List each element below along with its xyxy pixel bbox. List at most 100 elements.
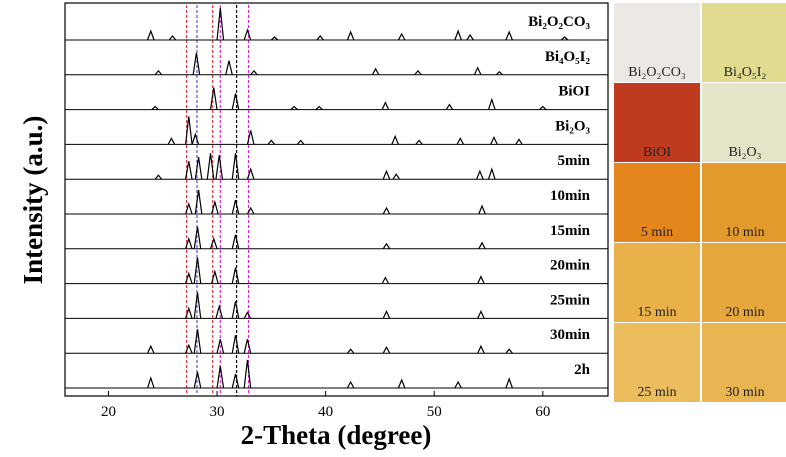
peak xyxy=(505,348,513,354)
peak xyxy=(478,204,486,215)
peak xyxy=(194,189,203,215)
photo xyxy=(614,163,700,242)
peak xyxy=(168,35,177,41)
peak xyxy=(445,103,454,110)
peak xyxy=(193,292,202,319)
peak xyxy=(231,199,240,215)
peak xyxy=(192,52,201,75)
peak xyxy=(184,306,193,319)
photo xyxy=(702,163,786,242)
peak xyxy=(381,101,390,110)
photo xyxy=(614,83,700,162)
peak xyxy=(515,138,523,145)
peak xyxy=(346,348,355,354)
peak xyxy=(397,378,406,389)
peak xyxy=(215,155,224,180)
peak xyxy=(231,301,240,319)
peak xyxy=(346,380,355,389)
peak xyxy=(246,167,255,180)
photo xyxy=(702,83,786,162)
photo-label: 30 min xyxy=(725,385,764,400)
peak xyxy=(560,36,569,41)
peak xyxy=(316,35,324,41)
peak xyxy=(209,87,218,110)
peak xyxy=(194,157,203,180)
peak xyxy=(382,345,391,354)
peak xyxy=(243,339,252,354)
trace-label: BiOI xyxy=(558,84,590,100)
x-axis-label: 2-Theta (degree) xyxy=(241,420,432,450)
peak xyxy=(243,28,252,41)
peak xyxy=(206,153,215,180)
peak xyxy=(211,269,219,284)
peak xyxy=(231,335,240,354)
peak xyxy=(246,130,255,145)
peak xyxy=(225,60,233,75)
plot-frame xyxy=(64,2,609,397)
peak xyxy=(392,173,400,180)
trace-label: Bi₂O₃ xyxy=(555,118,590,134)
peak xyxy=(487,97,496,110)
photo xyxy=(702,3,786,82)
peak xyxy=(505,377,513,389)
peak xyxy=(397,32,406,41)
trace-label: 30min xyxy=(550,327,591,343)
peak xyxy=(193,226,202,249)
peak xyxy=(296,139,305,145)
peak xyxy=(476,169,484,180)
peak xyxy=(154,174,163,180)
x-tick-label: 50 xyxy=(427,404,442,420)
photo xyxy=(614,243,700,322)
peak xyxy=(382,169,391,180)
peak xyxy=(454,29,462,41)
peak xyxy=(146,376,155,389)
peak xyxy=(191,132,200,145)
peak xyxy=(243,311,252,319)
trace-label: 20min xyxy=(550,258,591,274)
trace-label: 10min xyxy=(550,188,591,204)
peak xyxy=(487,167,496,180)
peak xyxy=(250,69,258,76)
peak xyxy=(415,139,423,145)
peak xyxy=(231,267,240,284)
peak xyxy=(216,365,225,389)
x-tick-label: 60 xyxy=(535,404,550,420)
photo-label: 15 min xyxy=(637,305,676,320)
peak xyxy=(154,69,163,76)
x-tick-label: 30 xyxy=(210,404,225,420)
peak xyxy=(477,275,485,284)
peak xyxy=(414,69,422,76)
photo-label: Bi₂O₃ xyxy=(728,145,761,160)
peak xyxy=(315,105,323,111)
peak xyxy=(495,70,504,76)
peak xyxy=(184,161,193,180)
peak xyxy=(216,339,225,354)
peak xyxy=(184,116,193,145)
peak xyxy=(290,105,298,111)
peak xyxy=(231,234,240,249)
peak xyxy=(477,309,485,319)
peak xyxy=(209,236,218,249)
photo xyxy=(614,3,700,82)
trace-label: 25min xyxy=(550,292,591,308)
peak xyxy=(231,373,240,389)
photo xyxy=(702,243,786,322)
photo xyxy=(702,323,786,402)
trace-label: Bi₂O₂CO₃ xyxy=(528,14,590,30)
peak xyxy=(381,276,390,284)
peak xyxy=(490,135,498,145)
photo xyxy=(614,323,700,402)
peak xyxy=(193,371,202,389)
trace-label: Bi₄O₅I₂ xyxy=(545,49,591,65)
photo-label: 25 min xyxy=(637,385,676,400)
peak xyxy=(473,66,482,76)
peak xyxy=(184,343,193,354)
peak xyxy=(382,242,391,250)
peak xyxy=(184,236,193,249)
peak xyxy=(371,67,380,76)
peak xyxy=(466,33,474,41)
peak xyxy=(151,105,159,111)
trace-label: 5min xyxy=(557,153,590,169)
peak xyxy=(478,241,486,250)
